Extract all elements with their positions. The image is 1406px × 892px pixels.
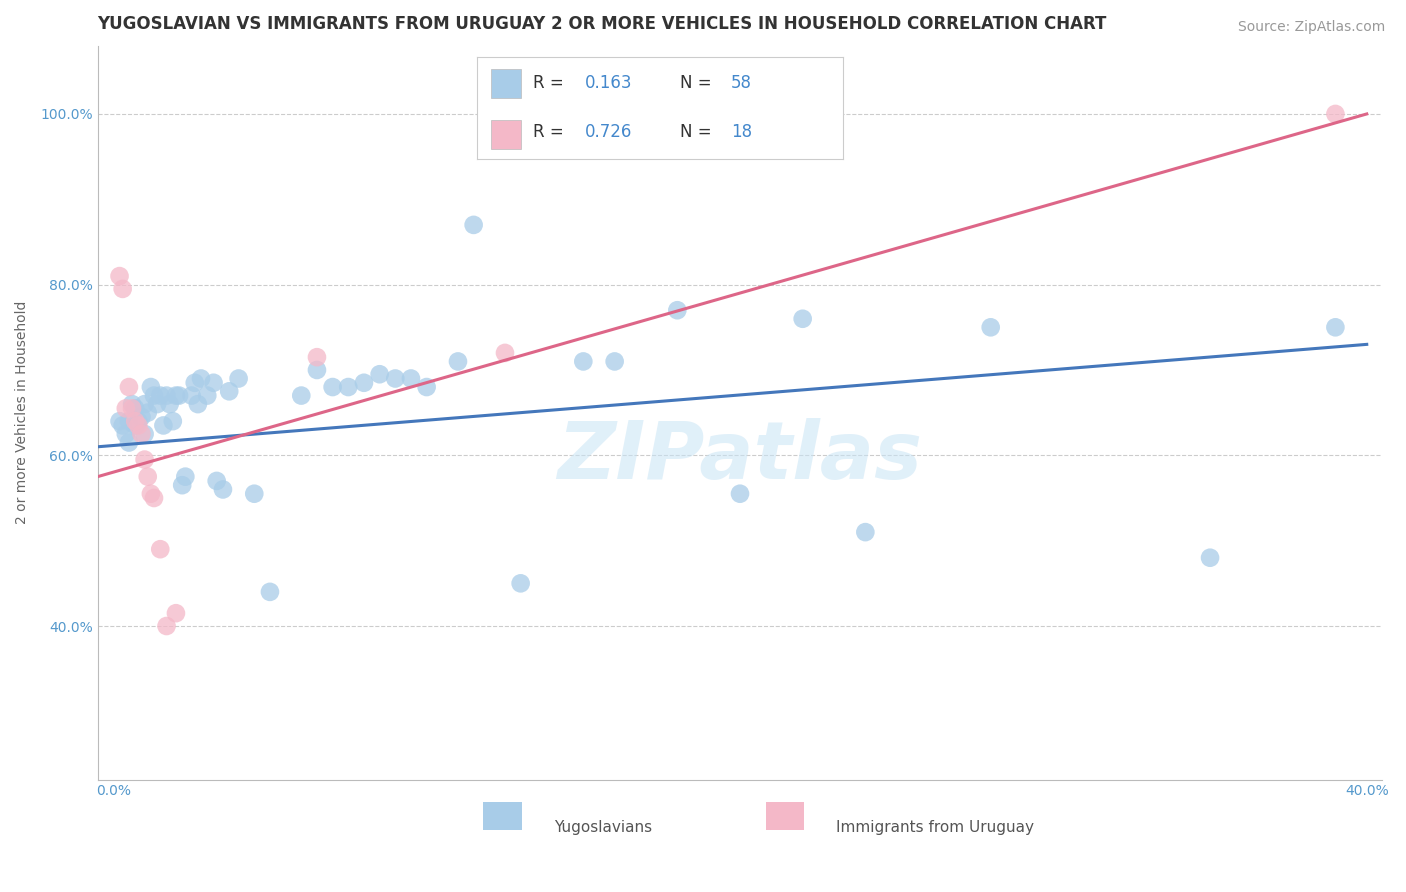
Point [167,388,190,402]
Point [121,401,143,416]
Text: Immigrants from Uruguay: Immigrants from Uruguay [837,820,1035,835]
Point [149,388,172,402]
Point [155,619,177,633]
Point [143,491,166,505]
Point [1324,320,1347,334]
Point [368,368,391,382]
Point [127,418,149,433]
Point [353,376,375,390]
Point [114,401,136,416]
Point [187,397,209,411]
Point [111,418,134,433]
Point [136,469,159,483]
Point [212,483,235,497]
Point [134,397,156,411]
Point [159,397,181,411]
Point [124,401,146,416]
Point [205,474,228,488]
Point [399,371,422,385]
Point [509,576,531,591]
Point [218,384,240,399]
Point [124,418,146,433]
Point [118,380,141,394]
Point [165,606,187,620]
Point [494,346,516,360]
Point [1324,107,1347,121]
Point [134,452,156,467]
Point [305,363,328,377]
Point [134,427,156,442]
FancyBboxPatch shape [484,802,522,830]
Point [136,406,159,420]
Point [243,486,266,500]
Point [121,397,143,411]
Point [184,376,207,390]
Point [228,371,250,385]
Text: YUGOSLAVIAN VS IMMIGRANTS FROM URUGUAY 2 OR MORE VEHICLES IN HOUSEHOLD CORRELATI: YUGOSLAVIAN VS IMMIGRANTS FROM URUGUAY 2… [97,15,1107,33]
Point [143,388,166,402]
Point [322,380,344,394]
Point [139,486,162,500]
Point [980,320,1002,334]
Point [124,414,146,428]
Point [259,585,281,599]
Point [572,354,595,368]
Point [202,376,225,390]
Point [190,371,212,385]
Point [131,409,153,424]
Point [384,371,406,385]
Point [603,354,626,368]
Point [155,388,177,402]
Point [127,414,149,428]
Point [666,303,689,318]
Point [447,354,470,368]
Point [152,418,174,433]
Point [139,380,162,394]
Point [853,525,876,540]
Point [180,388,202,402]
Point [149,542,172,557]
Point [162,414,184,428]
Point [118,414,141,428]
Point [131,427,153,442]
Point [463,218,485,232]
Point [174,469,197,483]
Point [146,397,169,411]
Point [111,282,134,296]
Point [305,350,328,364]
Point [337,380,360,394]
Point [1199,550,1222,565]
Y-axis label: 2 or more Vehicles in Household: 2 or more Vehicles in Household [15,301,30,524]
Point [728,486,751,500]
Point [114,427,136,442]
Point [172,478,194,492]
FancyBboxPatch shape [766,802,804,830]
Point [792,311,814,326]
Text: Source: ZipAtlas.com: Source: ZipAtlas.com [1237,20,1385,34]
Point [290,388,312,402]
Point [415,380,437,394]
Point [108,414,131,428]
Point [195,388,218,402]
Point [108,269,131,284]
Text: Yugoslavians: Yugoslavians [554,820,652,835]
Point [118,435,141,450]
Point [165,388,187,402]
Text: ZIPatlas: ZIPatlas [558,417,922,496]
